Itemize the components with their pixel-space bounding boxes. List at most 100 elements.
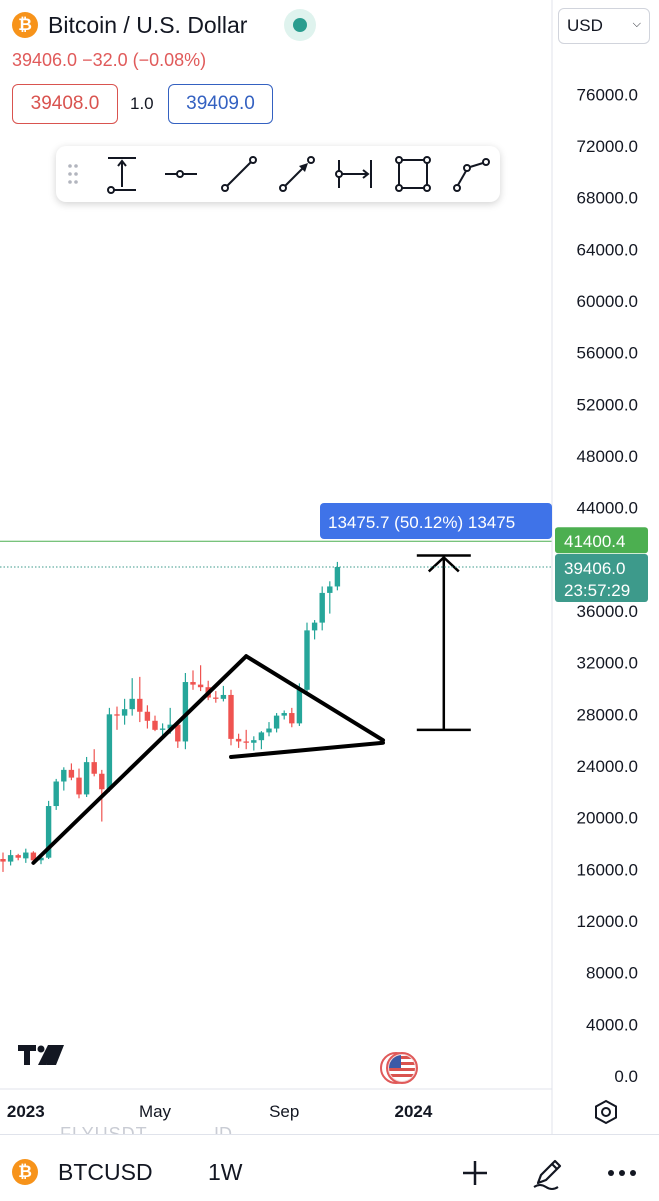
candle (23, 848, 29, 863)
candle (121, 698, 128, 725)
add-icon[interactable] (455, 1153, 495, 1193)
candle (304, 622, 310, 693)
price-range-drawing[interactable] (416, 554, 471, 732)
candle (83, 756, 90, 797)
candle (7, 849, 14, 866)
candle (334, 561, 341, 591)
buy-price-button[interactable]: 39409.0 (168, 84, 273, 124)
candle (243, 729, 249, 750)
candle (144, 705, 151, 729)
candle-body (83, 762, 90, 795)
y-tick-label: 8000.0 (586, 964, 638, 983)
candle (228, 689, 234, 746)
rectangle-icon[interactable] (391, 152, 435, 196)
sell-price-button[interactable]: 39408.0 (12, 84, 118, 124)
x-tick-label: 2023 (7, 1102, 45, 1121)
candle-body (7, 855, 14, 862)
candle (15, 853, 21, 861)
y-tick-label: 24000.0 (577, 757, 638, 776)
y-tick-label: 20000.0 (577, 809, 638, 828)
horizontal-ray-icon[interactable] (159, 152, 203, 196)
candle-body (197, 684, 204, 688)
candle-body (152, 720, 158, 730)
candle-body (30, 852, 37, 861)
date-range-icon[interactable] (333, 152, 377, 196)
path-icon[interactable] (449, 152, 493, 196)
candle-body (289, 713, 295, 724)
y-tick-label: 76000.0 (577, 85, 638, 104)
drag-handle-icon[interactable] (66, 160, 80, 188)
drawing-toolbar (56, 146, 500, 202)
candle-body (38, 857, 44, 861)
last-price-tag-bg (555, 554, 648, 602)
candle-body (137, 698, 143, 712)
candle-body (91, 762, 97, 774)
candle-body (273, 715, 280, 729)
candle-body (61, 769, 67, 782)
symbol-title[interactable]: Bitcoin / U.S. Dollar (48, 12, 248, 38)
price-change-readout: 39406.0 −32.0 (−0.08%) (12, 50, 207, 70)
x-tick-label: 2024 (394, 1102, 432, 1121)
candle-body (53, 781, 59, 807)
candle-body (251, 740, 257, 743)
candle (220, 685, 227, 702)
candle (30, 851, 37, 862)
trend-line-drawing[interactable] (229, 740, 385, 759)
candle (137, 676, 143, 723)
draw-pen-icon[interactable] (528, 1153, 568, 1193)
candle-body (15, 855, 21, 858)
candle-body (45, 806, 52, 858)
candle-body (228, 694, 234, 739)
candle-body (243, 741, 249, 743)
candle-body (304, 630, 310, 690)
bitcoin-icon: ₿ (12, 12, 38, 38)
candle-body (327, 586, 333, 593)
candle (197, 665, 204, 692)
candle (152, 715, 158, 732)
more-icon[interactable] (602, 1153, 642, 1193)
candle (258, 731, 265, 750)
last-price-text: 39406.0 (564, 559, 625, 578)
candle-body (296, 689, 303, 724)
price-range-icon[interactable] (100, 152, 144, 196)
y-tick-label: 36000.0 (577, 602, 638, 621)
candle-body (266, 728, 272, 733)
y-tick-label: 64000.0 (577, 240, 638, 259)
tradingview-logo-icon (18, 1045, 64, 1065)
candle-body (99, 773, 105, 790)
symbol-button[interactable]: BTCUSD (58, 1159, 153, 1185)
candle-body (121, 709, 128, 716)
trend-line-icon[interactable] (217, 152, 261, 196)
candle-body (68, 769, 75, 778)
trend-line-drawing[interactable] (31, 654, 249, 865)
candle (235, 733, 242, 748)
arrow-icon[interactable] (275, 152, 319, 196)
y-tick-label: 32000.0 (577, 654, 638, 673)
candle-body (220, 694, 227, 699)
y-tick-label: 48000.0 (577, 447, 638, 466)
candle-body (129, 698, 135, 710)
us-flag-events-icon[interactable] (378, 1050, 422, 1086)
candle-body (258, 732, 265, 741)
interval-button[interactable]: 1W (208, 1159, 243, 1185)
candle (129, 678, 135, 716)
y-tick-label: 72000.0 (577, 137, 638, 156)
trend-line-drawing[interactable] (244, 654, 385, 743)
market-status-icon[interactable] (284, 9, 316, 41)
candle-body (281, 713, 287, 716)
level-price-tag: 41400.4 (555, 527, 648, 554)
candle (91, 749, 97, 777)
countdown-text: 23:57:29 (564, 581, 630, 600)
candle-body (190, 682, 196, 685)
candle-body (334, 567, 341, 587)
y-tick-label: 0.0 (614, 1067, 638, 1086)
candle (281, 710, 287, 720)
y-tick-label: 44000.0 (577, 499, 638, 518)
currency-select[interactable]: USD ⌵ (558, 8, 650, 44)
x-tick-label: Sep (269, 1102, 299, 1121)
candle (319, 586, 325, 631)
candle-body (144, 711, 151, 721)
settings-icon[interactable] (592, 1098, 620, 1126)
candle-body (23, 852, 29, 859)
